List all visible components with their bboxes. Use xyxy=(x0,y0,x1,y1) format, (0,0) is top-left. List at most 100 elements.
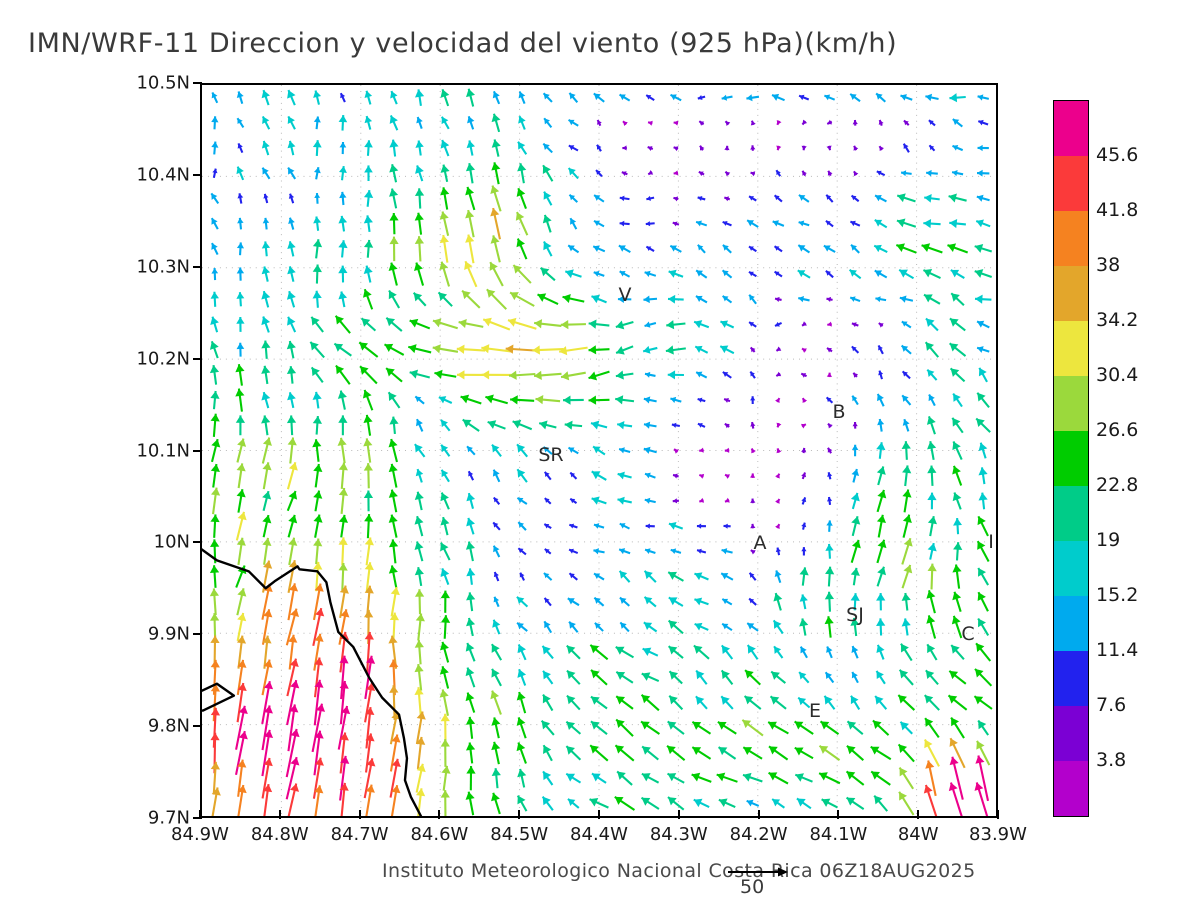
wind-arrow xyxy=(615,395,635,405)
wind-arrow xyxy=(801,170,807,177)
wind-arrow xyxy=(978,442,988,459)
wind-arrow xyxy=(673,196,679,202)
wind-arrow xyxy=(236,91,244,105)
wind-arrow xyxy=(486,288,508,310)
wind-arrow xyxy=(950,292,965,306)
wind-arrow xyxy=(517,547,527,556)
wind-arrow xyxy=(414,262,425,286)
wind-arrow xyxy=(824,671,835,684)
wind-arrow xyxy=(716,772,738,783)
wind-arrow xyxy=(775,397,781,404)
wind-arrow xyxy=(695,269,708,279)
wind-arrow xyxy=(364,514,374,539)
wind-arrow xyxy=(878,370,884,380)
wind-arrow xyxy=(721,622,733,632)
wind-arrow xyxy=(720,669,734,685)
wind-arrow xyxy=(508,370,536,380)
wind-arrow xyxy=(748,572,757,581)
wind-arrow xyxy=(874,695,888,710)
wind-arrow xyxy=(876,442,886,459)
wind-arrow xyxy=(952,118,963,128)
wind-arrow xyxy=(313,730,324,776)
wind-arrow xyxy=(949,756,964,800)
wind-arrow xyxy=(750,448,756,454)
wind-arrow xyxy=(852,421,858,429)
speed-colorbar xyxy=(1053,100,1089,817)
wind-arrow xyxy=(615,320,634,330)
wind-arrow xyxy=(589,744,609,762)
wind-arrow xyxy=(464,260,478,288)
wind-arrow xyxy=(490,690,502,715)
wind-arrow xyxy=(312,391,322,409)
wind-arrow xyxy=(541,795,554,811)
wind-arrow xyxy=(773,194,783,203)
wind-arrow xyxy=(286,415,297,436)
wind-arrow xyxy=(878,119,884,126)
wind-arrow xyxy=(541,645,554,660)
wind-arrow xyxy=(210,316,219,333)
wind-arrow xyxy=(261,140,270,156)
wind-arrow xyxy=(974,668,993,687)
wind-arrow xyxy=(313,116,321,130)
wind-arrow xyxy=(801,145,807,151)
wind-arrow xyxy=(517,141,528,155)
wind-arrow xyxy=(619,195,630,202)
wind-arrow xyxy=(825,396,834,404)
wind-arrow xyxy=(696,523,706,529)
wind-arrow xyxy=(339,732,349,774)
wind-arrow xyxy=(696,548,707,554)
wind-arrow xyxy=(388,438,398,463)
wind-arrow xyxy=(643,295,658,304)
wind-arrow xyxy=(750,549,756,555)
wind-arrow xyxy=(670,548,682,555)
wind-arrow xyxy=(567,798,580,809)
wind-arrow xyxy=(237,784,247,816)
wind-arrow xyxy=(236,342,245,357)
wind-arrow xyxy=(409,369,431,379)
wind-arrow xyxy=(825,543,834,559)
wind-arrow xyxy=(210,761,220,795)
wind-arrow xyxy=(363,490,374,512)
wind-arrow xyxy=(389,685,399,720)
wind-arrow xyxy=(926,590,936,614)
wind-arrow xyxy=(492,90,501,105)
wind-arrow xyxy=(338,415,348,436)
wind-arrow xyxy=(641,672,660,683)
footer-credit: Instituto Meteorologico Nacional Costa R… xyxy=(382,860,976,882)
wind-arrow xyxy=(596,119,602,127)
wind-arrow xyxy=(389,711,401,745)
wind-arrow xyxy=(519,572,525,581)
wind-arrow xyxy=(926,368,938,381)
wind-arrow xyxy=(412,292,427,307)
wind-arrow xyxy=(288,217,295,230)
wind-arrow xyxy=(261,757,273,799)
y-axis-tick-mark xyxy=(193,449,202,452)
x-axis-tick-mark xyxy=(278,810,281,819)
wind-arrow xyxy=(416,736,426,770)
wind-arrow xyxy=(590,420,608,430)
wind-arrow xyxy=(438,396,453,404)
wind-arrow xyxy=(363,190,374,207)
wind-arrow xyxy=(976,740,991,766)
wind-arrow xyxy=(977,515,989,537)
wind-arrow xyxy=(750,145,756,151)
wind-arrow xyxy=(923,293,941,305)
wind-arrow xyxy=(978,492,988,510)
wind-arrow xyxy=(975,755,990,802)
x-axis-tick-mark xyxy=(677,810,680,819)
wind-arrow xyxy=(615,370,634,380)
wind-arrow xyxy=(873,794,889,812)
wind-arrow xyxy=(876,566,887,587)
wind-arrow xyxy=(532,345,564,355)
wind-arrow xyxy=(724,422,730,429)
wind-arrow xyxy=(543,241,553,257)
wind-arrow xyxy=(432,318,458,330)
wind-arrow xyxy=(668,596,684,607)
wind-arrow xyxy=(926,643,938,661)
wind-arrow xyxy=(591,496,607,505)
wind-arrow xyxy=(897,743,915,763)
wind-arrow xyxy=(363,438,373,463)
wind-arrow xyxy=(948,782,963,816)
wind-arrow xyxy=(901,618,911,636)
wind-arrow xyxy=(509,291,535,307)
